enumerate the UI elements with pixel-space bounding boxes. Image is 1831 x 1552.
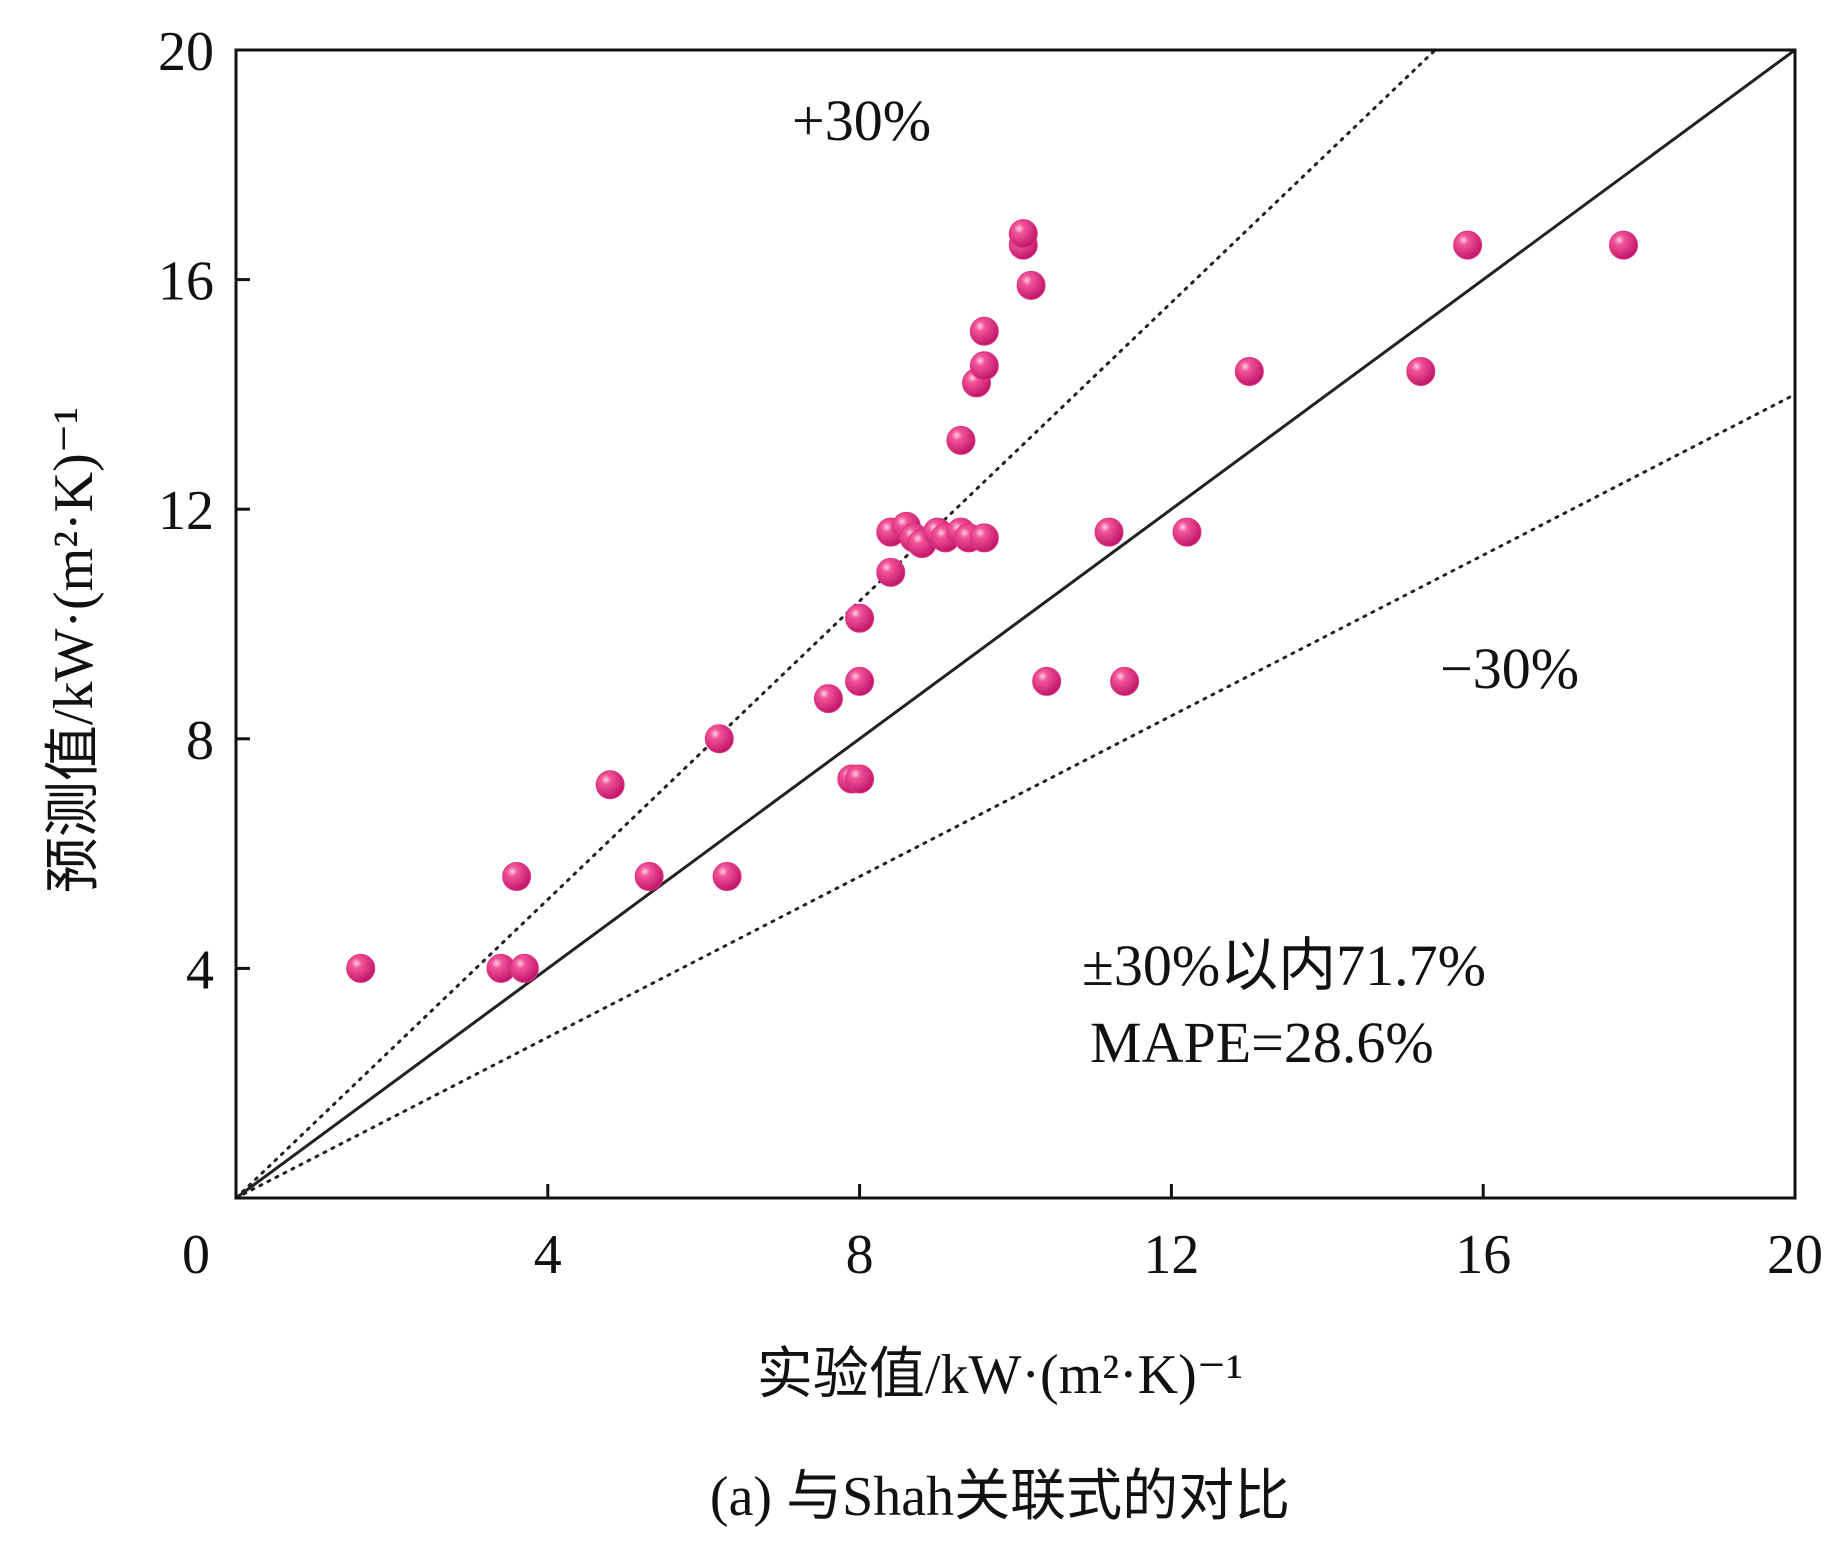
data-point xyxy=(1110,666,1140,696)
data-point xyxy=(502,862,532,892)
minus30-label: −30% xyxy=(1440,636,1579,701)
data-point xyxy=(1453,230,1483,260)
data-point xyxy=(845,666,875,696)
data-point xyxy=(1234,356,1264,386)
data-point xyxy=(712,862,742,892)
y-tick-label: 16 xyxy=(158,251,214,313)
data-point xyxy=(1008,219,1038,249)
data-point xyxy=(1032,666,1062,696)
x-tick-label: 16 xyxy=(1455,1224,1511,1286)
data-point xyxy=(1609,230,1639,260)
mape-label: MAPE=28.6% xyxy=(1090,1010,1434,1075)
data-point xyxy=(1094,517,1124,547)
x-axis-title: 实验值/kW·(m²·K)⁻¹ xyxy=(757,1344,1243,1406)
x-tick-label: 0 xyxy=(182,1224,210,1286)
data-point xyxy=(1172,517,1202,547)
x-tick-label: 20 xyxy=(1767,1224,1823,1286)
reference-lines xyxy=(234,48,1797,1200)
data-point xyxy=(634,862,664,892)
y-tick-label: 20 xyxy=(158,21,214,83)
y-tick-label: 4 xyxy=(186,939,214,1001)
data-point xyxy=(946,425,976,455)
y-tick-label: 8 xyxy=(186,710,214,772)
axis-ticks xyxy=(236,278,1485,1198)
data-point xyxy=(813,684,843,714)
reference-line-30 xyxy=(234,48,1437,1200)
reference-line-parity xyxy=(235,48,1796,1200)
data-point xyxy=(845,764,875,794)
data-point xyxy=(346,953,376,983)
data-point xyxy=(1406,356,1436,386)
data-point xyxy=(509,953,539,983)
y-tick-label: 12 xyxy=(158,480,214,542)
reference-line-30 xyxy=(234,392,1797,1200)
data-point xyxy=(969,351,999,381)
data-point xyxy=(969,316,999,346)
plus30-label: +30% xyxy=(792,88,931,153)
plot-frame xyxy=(234,48,1797,1200)
data-point xyxy=(1016,270,1046,300)
y-axis-title: 预测值/kW·(m²·K)⁻¹ xyxy=(43,407,105,893)
x-tick-label: 4 xyxy=(534,1224,562,1286)
data-points xyxy=(346,219,1639,983)
tick-labels: 0 4 8 12 16 20 4 8 12 16 20 xyxy=(158,21,1823,1286)
figure-caption: (a) 与Shah关联式的对比 xyxy=(710,1466,1290,1528)
data-point xyxy=(595,770,625,800)
data-point xyxy=(876,557,906,587)
x-tick-label: 12 xyxy=(1143,1224,1199,1286)
data-point xyxy=(845,603,875,633)
x-tick-label: 8 xyxy=(846,1224,874,1286)
data-point xyxy=(969,523,999,553)
within-30-label: ±30%以内71.7% xyxy=(1082,933,1486,998)
data-point xyxy=(704,724,734,754)
